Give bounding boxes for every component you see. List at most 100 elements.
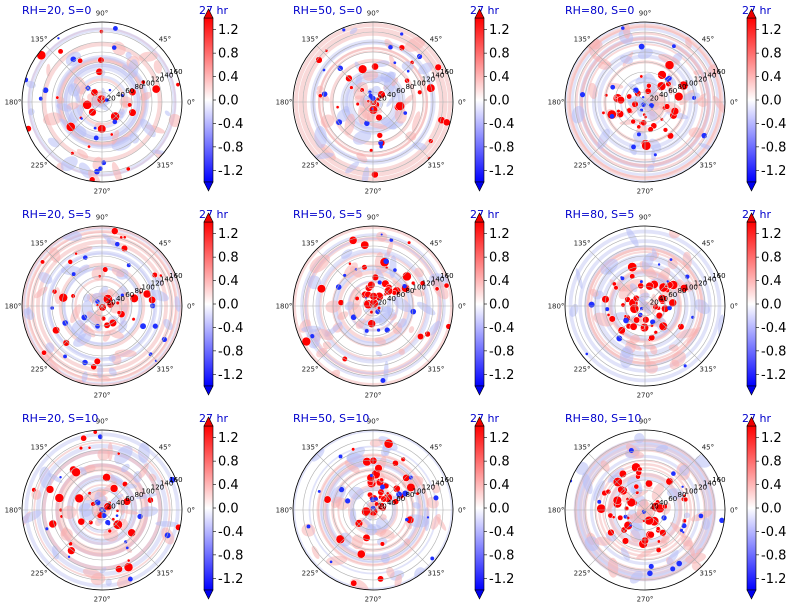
colorbar [203,425,214,591]
downdraft-cell [98,166,103,171]
downdraft-cell [621,26,625,30]
colorbar-tick-label: 0.4 [218,274,239,289]
downdraft-cell [338,486,345,493]
angle-tick-label: 315° [427,161,444,169]
polar-panel: RH=50, S=5 27 hr 0° 45° 90° 135° 180° 225° 270° 3… [271,204,537,408]
convective-cell [633,483,640,490]
angle-tick-label: 315° [156,569,173,577]
texture-patch [432,279,449,300]
convective-cell [596,503,607,514]
downdraft-cell [120,293,124,297]
radial-tick-label: 100 [413,79,426,87]
radial-tick-label: 40 [116,91,125,99]
texture-patch [314,328,334,341]
radial-tick-label: 60 [668,495,677,503]
polar-plot: 0°45°90°135°180°225°270°315°20 40 60 801001… [548,8,786,196]
angle-tick-label: 225° [302,569,319,577]
panel-title: RH=80, S=5 [565,208,635,221]
angular-gridline [372,101,430,159]
radial-tick-label: 160 [440,476,453,484]
convective-cell [670,107,680,116]
panel-title: RH=20, S=10 [22,412,99,425]
panel-title: RH=50, S=0 [293,4,363,17]
convective-cell [41,349,47,356]
convective-cell [88,519,94,525]
convective-cell [77,57,83,64]
downdraft-cell [337,65,344,72]
convective-cell [406,482,416,492]
downdraft-cell [105,519,111,525]
radial-tick-label: 120 [151,280,164,288]
radial-tick-label: 40 [387,499,396,507]
texture-patch [320,114,335,128]
downdraft-cell [393,268,397,272]
downdraft-cell [127,576,133,582]
convective-cell [58,292,68,303]
downdraft-cell [310,334,315,339]
radial-tick-label: 140 [160,480,173,488]
angular-gridline [45,509,103,567]
texture-patch [666,488,685,499]
texture-patch [174,296,181,312]
texture-patch [356,152,368,163]
angle-tick-label: 180° [276,507,293,515]
angle-tick-label: 90° [96,214,108,222]
downdraft-cell [406,69,410,73]
angle-tick-label: 270° [94,596,111,604]
convective-cell [642,316,650,324]
downdraft-cell [648,563,654,569]
radial-tick-label: 160 [712,476,725,484]
texture-patch [62,505,77,520]
angle-tick-label: 45° [430,240,442,248]
downdraft-cell [376,328,381,332]
angle-tick-label: 90° [96,10,108,18]
panel-title: RH=50, S=5 [293,208,363,221]
texture-patch [106,237,111,245]
texture-patch [23,308,35,320]
texture-patch [683,512,691,519]
convective-cell [40,259,45,265]
angle-tick-label: 315° [699,569,716,577]
angular-gridline [372,453,430,511]
convective-cell [120,244,128,252]
convective-cell [415,491,420,496]
convective-cell [376,132,383,139]
convective-cell [316,284,326,294]
polar-plot: 0°45°90°135°180°225°270°315°20 40 60 801001… [548,416,786,604]
angle-tick-label: 225° [31,365,48,373]
convective-cell [424,330,431,338]
texture-patch [681,535,693,547]
colorbar-max-extend [203,212,214,223]
convective-cell [657,70,667,80]
radial-tick-label: 100 [142,79,155,87]
radial-tick-label: 20 [378,299,387,307]
polar-frame [564,429,726,591]
texture-patch [379,529,387,536]
downdraft-cell [400,32,404,36]
angle-tick-label: 270° [637,596,654,604]
colorbar-tick-label: -0.8 [218,548,243,563]
angular-gridline [316,101,374,159]
downdraft-cell [112,119,118,125]
colorbar-tick-label: 0.8 [761,47,782,62]
colorbar-tick-label: -1.2 [218,572,243,587]
angular-gridline [316,453,374,511]
colorbar-max-extend [746,8,757,19]
convective-cell [662,127,669,133]
texture-patch [607,557,619,578]
angle-tick-label: 90° [367,214,379,222]
downdraft-cell [380,233,383,236]
texture-patch [60,156,78,172]
convective-cell [434,63,442,71]
downdraft-cell [80,117,83,120]
downdraft-cell [698,513,704,519]
downdraft-cell [588,301,595,308]
radial-tick-label: 40 [659,91,668,99]
downdraft-cell [667,305,672,311]
convective-cell [377,90,386,99]
texture-patch [432,484,441,494]
texture-patch [314,125,327,149]
convective-cell [417,333,424,340]
downdraft-cell [169,476,176,483]
radial-tick-label: 20 [107,503,116,511]
